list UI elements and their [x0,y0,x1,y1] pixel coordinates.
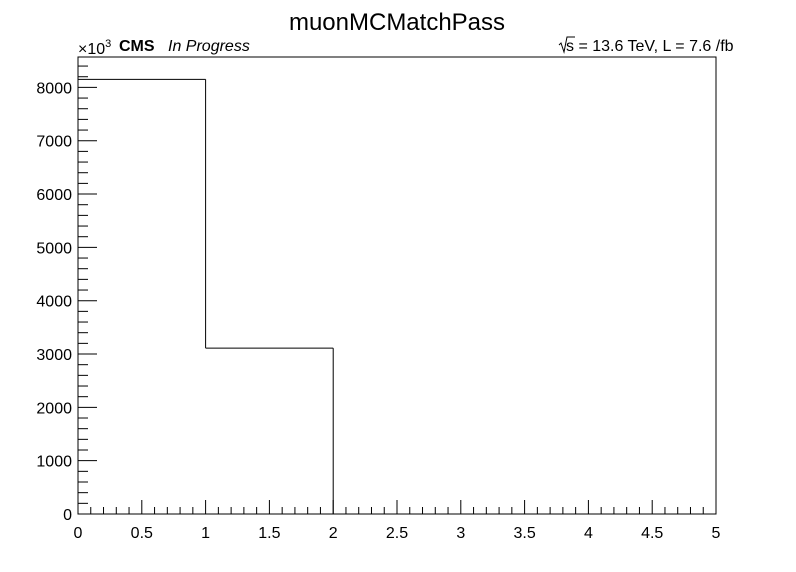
histogram-bins [78,78,716,515]
x-tick-label: 4.5 [641,525,663,542]
x-tick-label: 1.5 [258,525,280,542]
x-axis-ticks [77,500,717,514]
x-tick-label: 3.5 [513,525,535,542]
x-axis-tick-labels: 0 0.5 1 1.5 2 2.5 3 3.5 4 4.5 5 [74,525,721,542]
y-tick-label: 2000 [36,400,72,417]
y-multiplier-exponent: 3 [105,38,111,50]
x-tick-label: 2.5 [386,525,408,542]
x-tick-label: 0 [74,525,83,542]
lumi-label-group: s = 13.6 TeV, L = 7.6 /fb [558,36,734,55]
status-label: In Progress [168,38,250,55]
x-tick-label: 2 [329,525,338,542]
y-tick-label: 8000 [36,80,72,97]
y-multiplier-label: ×103 [78,38,111,58]
experiment-label: CMS [119,38,155,55]
sqrt-symbol [558,36,575,54]
x-tick-label: 5 [712,525,721,542]
x-tick-label: 4 [584,525,593,542]
x-tick-label: 1 [201,525,210,542]
plot-frame [77,56,717,515]
y-tick-label: 3000 [36,347,72,364]
y-multiplier-base: ×10 [78,41,105,58]
y-tick-label: 7000 [36,134,72,151]
y-tick-label: 4000 [36,294,72,311]
y-axis-tick-labels: 0 1000 2000 3000 4000 5000 6000 7000 8000 [36,80,72,524]
y-tick-label: 5000 [36,240,72,257]
x-tick-label: 3 [456,525,465,542]
lumi-label: s = 13.6 TeV, L = 7.6 /fb [566,38,734,55]
x-tick-label: 0.5 [131,525,153,542]
y-tick-label: 1000 [36,454,72,471]
y-tick-label: 6000 [36,187,72,204]
chart-title: muonMCMatchPass [289,9,505,36]
y-axis-ticks [78,65,97,515]
y-tick-label: 0 [63,507,72,524]
